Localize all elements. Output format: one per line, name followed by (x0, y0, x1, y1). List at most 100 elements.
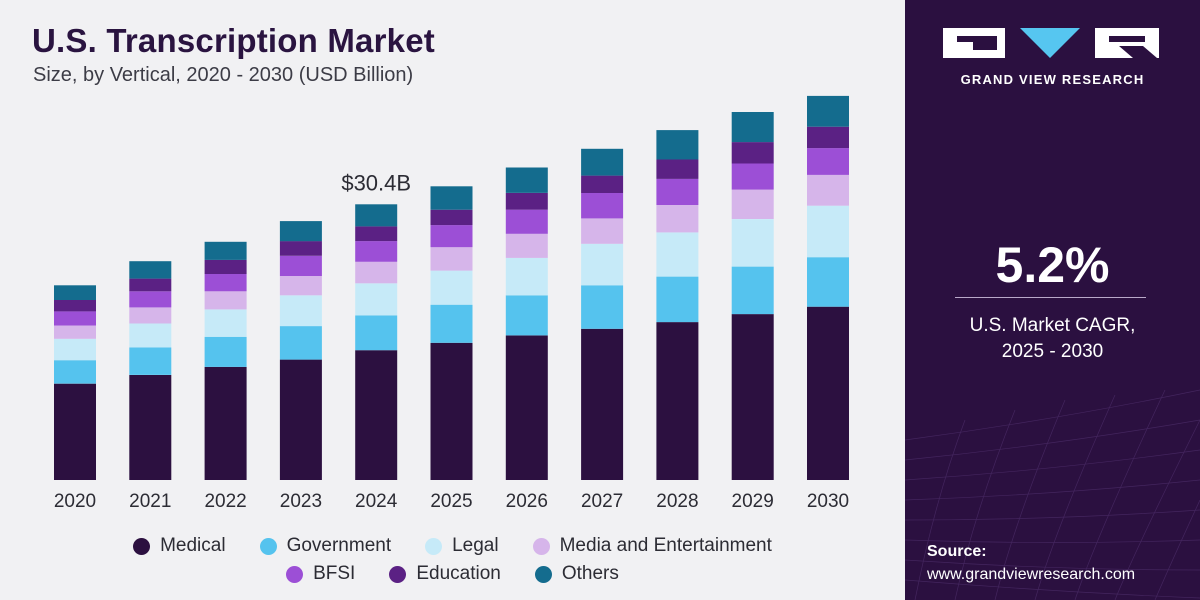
bar-segment-legal-2024 (355, 283, 398, 316)
cagr-label-line2: 2025 - 2030 (1001, 341, 1104, 362)
bar-segment-government-2028 (656, 276, 699, 323)
bar-segment-bfsi-2030 (807, 148, 849, 175)
annotations-group: $30.4B (341, 170, 411, 195)
page-title: U.S. Transcription Market (32, 22, 435, 59)
bar-segment-media-and-entertainment-2024 (355, 261, 398, 284)
bar-segment-media-and-entertainment-2028 (656, 205, 699, 233)
source-link[interactable]: www.grandviewresearch.com (927, 566, 1136, 583)
bar-segment-others-2021 (129, 261, 172, 279)
bar-segment-media-and-entertainment-2020 (54, 325, 96, 339)
bar-segment-bfsi-2028 (656, 178, 699, 205)
grand-view-research-logo (943, 28, 1159, 58)
legend-swatch (389, 565, 407, 583)
bar-segment-media-and-entertainment-2029 (731, 189, 774, 219)
bar-segment-education-2022 (204, 259, 247, 274)
bar-segment-media-and-entertainment-2030 (807, 174, 849, 206)
bar-segment-others-2020 (54, 285, 96, 300)
legend-row: BFSI Education Others (0, 560, 905, 588)
bar-segment-media-and-entertainment-2026 (505, 233, 548, 258)
bar-segment-education-2021 (129, 278, 172, 292)
bar-segment-legal-2021 (129, 323, 172, 348)
legend-label: Media and Entertainment (559, 535, 772, 556)
bar-segment-others-2029 (731, 112, 774, 143)
legend-swatch (286, 565, 304, 583)
legend-label: Legal (452, 535, 499, 556)
bar-segment-legal-2022 (204, 309, 247, 337)
legend-label: Medical (160, 535, 226, 556)
bar-segment-bfsi-2020 (54, 311, 96, 326)
bar-segment-others-2022 (204, 241, 247, 260)
bar-segment-education-2027 (581, 175, 624, 193)
x-tick-label: 2022 (204, 491, 246, 512)
bar-segment-education-2029 (731, 142, 774, 164)
bar-segment-education-2025 (430, 209, 473, 226)
legend-swatch (425, 537, 443, 555)
bar-segment-legal-2025 (430, 270, 473, 305)
bar-segment-government-2029 (731, 266, 774, 315)
bar-segment-others-2028 (656, 130, 699, 160)
bar-segment-medical-2022 (204, 366, 247, 480)
bar-segment-media-and-entertainment-2023 (279, 275, 322, 296)
x-tick-label: 2023 (280, 491, 322, 512)
bar-segment-government-2022 (204, 336, 247, 367)
bar-segment-legal-2026 (505, 257, 548, 296)
legend-item-media-and-entertainment: Media and Entertainment (532, 535, 772, 557)
cagr-label-line1: U.S. Market CAGR, (969, 315, 1136, 336)
legend: Medical Government Legal Media and Entertai… (0, 532, 905, 588)
brand-name: GRAND VIEW RESEARCH (960, 72, 1145, 87)
bar-segment-others-2024 (355, 204, 398, 227)
bar-segment-others-2025 (430, 186, 473, 210)
legend-row: Medical Government Legal Media and Entertai… (0, 532, 905, 560)
bar-segment-others-2027 (581, 148, 624, 176)
chart-panel: 2020 2021 2022 2023 2024 2025 2026 2027 2028 2029… (0, 0, 905, 600)
bar-segment-medical-2020 (54, 383, 96, 480)
bar-segment-government-2023 (279, 326, 322, 360)
bar-segment-bfsi-2023 (279, 255, 322, 276)
bar-segment-bfsi-2027 (581, 193, 624, 219)
bar-segment-education-2028 (656, 159, 699, 179)
bar-segment-bfsi-2024 (355, 241, 398, 262)
decorative-grid (905, 389, 1200, 600)
bar-segment-legal-2028 (656, 232, 699, 277)
legend-label: BFSI (313, 563, 356, 584)
bar-segment-legal-2029 (731, 219, 774, 267)
source-label: Source: (927, 543, 987, 560)
bar-segment-bfsi-2029 (731, 163, 774, 190)
x-tick-label: 2026 (506, 491, 548, 512)
bar-segment-others-2023 (279, 221, 322, 242)
bar-segment-medical-2029 (731, 314, 774, 480)
bar-segment-legal-2023 (279, 295, 322, 327)
chart-subtitle: Size, by Vertical, 2020 - 2030 (USD Bill… (33, 64, 414, 86)
cagr-label: U.S. Market CAGR, 2025 - 2030 (905, 313, 1200, 365)
bar-segment-medical-2025 (430, 342, 473, 480)
bar-segment-education-2024 (355, 226, 398, 242)
bar-segment-media-and-entertainment-2021 (129, 307, 172, 324)
bar-segment-medical-2023 (279, 359, 322, 480)
bar-segment-media-and-entertainment-2022 (204, 291, 247, 310)
bar-segment-education-2023 (279, 241, 322, 256)
bar-segment-bfsi-2026 (505, 209, 548, 234)
bar-segment-government-2021 (129, 347, 172, 375)
stacked-bar-chart: 2020 2021 2022 2023 2024 2025 2026 2027 2028 2029… (54, 95, 849, 512)
x-tick-label: 2030 (807, 491, 849, 512)
bar-segment-media-and-entertainment-2025 (430, 247, 473, 271)
x-axis-labels: 2020 2021 2022 2023 2024 2025 2026 2027 2028 2029… (54, 491, 849, 512)
bar-segment-medical-2026 (505, 335, 548, 480)
bar-segment-medical-2030 (807, 306, 849, 480)
legend-label: Others (561, 563, 619, 584)
x-tick-label: 2027 (581, 491, 623, 512)
bar-segment-bfsi-2025 (430, 225, 473, 248)
legend-swatch (532, 537, 550, 555)
bar-segment-government-2024 (355, 315, 398, 351)
bar-segment-bfsi-2022 (204, 273, 247, 292)
data-label-annotation: $30.4B (341, 170, 411, 195)
bar-segment-medical-2028 (656, 322, 699, 480)
bar-segment-education-2026 (505, 193, 548, 210)
bars-group (54, 95, 849, 480)
bar-segment-others-2026 (505, 167, 548, 193)
x-tick-label: 2028 (656, 491, 698, 512)
bar-segment-media-and-entertainment-2027 (581, 218, 624, 244)
bar-segment-government-2026 (505, 295, 548, 336)
legend-swatch (133, 537, 151, 555)
bar-segment-government-2020 (54, 360, 96, 384)
